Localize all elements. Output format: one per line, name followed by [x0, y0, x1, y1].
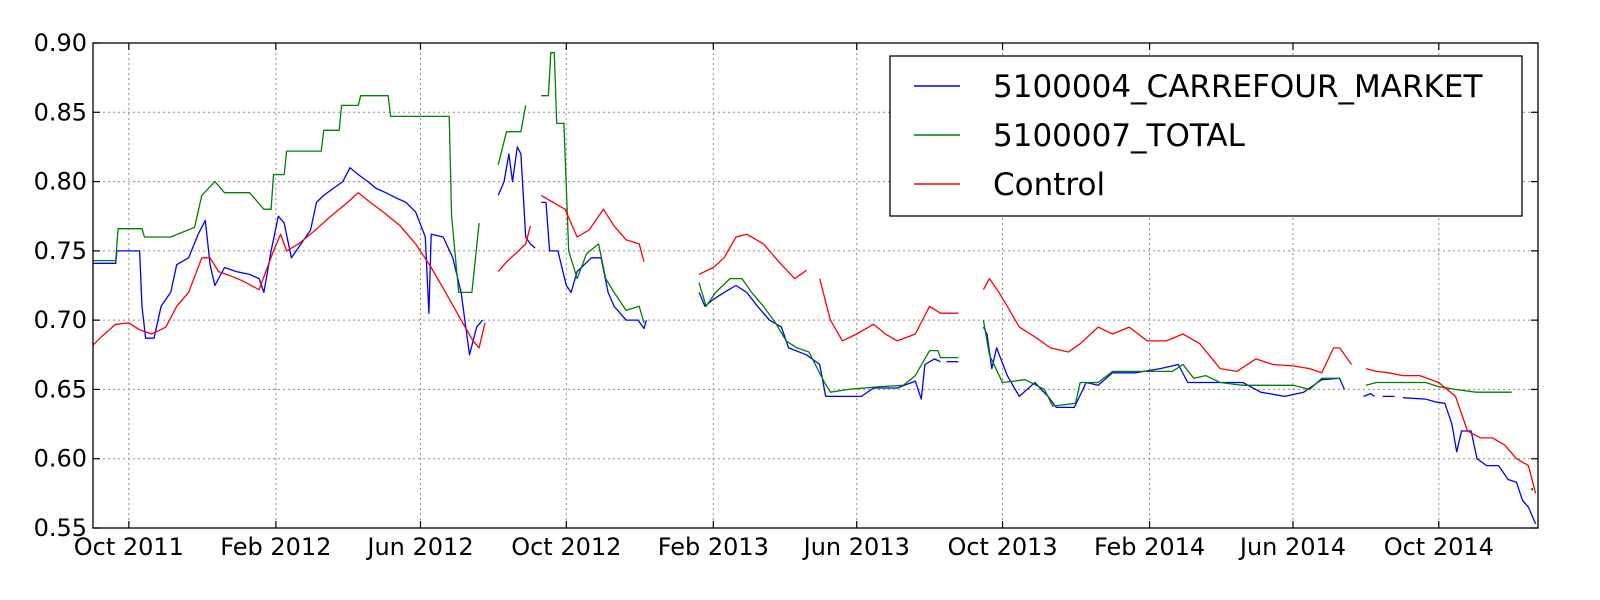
x-axis: Oct 2011 Feb 2012 Jun 2012 Oct 2012 Feb 2013…: [74, 43, 1494, 561]
series-line-segment: [982, 326, 1345, 409]
series-line-segment: [93, 95, 480, 294]
series-line-segment: [819, 278, 959, 342]
series-line-segment: [982, 277, 1353, 374]
series-line-segment: [93, 192, 486, 349]
series-line-segment: [541, 201, 648, 330]
series-line-segment: [497, 225, 532, 273]
y-tick-label: 0.65: [34, 375, 87, 403]
x-tick-label: Feb 2012: [220, 533, 331, 561]
x-tick-label: Jun 2012: [365, 533, 473, 561]
x-tick-label: Feb 2014: [1094, 533, 1205, 561]
legend-label: 5100007_TOTAL: [993, 118, 1246, 154]
x-tick-label: Feb 2013: [658, 533, 769, 561]
x-tick-label: Oct 2012: [511, 533, 621, 561]
series-line-segment: [982, 319, 1340, 407]
series-line-segment: [497, 105, 527, 166]
legend-label: 5100004_CARREFOUR_MARKET: [993, 69, 1483, 105]
y-tick-label: 0.80: [34, 168, 87, 196]
series-point: [1530, 488, 1534, 491]
legend: 5100004_CARREFOUR_MARKET 5100007_TOTAL Con…: [889, 55, 1523, 217]
x-tick-label: Oct 2011: [74, 533, 184, 561]
y-tick-label: 0.90: [34, 29, 87, 57]
series-line-segment: [698, 233, 807, 280]
y-tick-label: 0.60: [34, 445, 87, 473]
plot-frame: [92, 42, 1539, 529]
legend-label: Control: [993, 167, 1105, 203]
series-lines: [93, 52, 1537, 525]
series-line-segment: [541, 52, 645, 324]
plot-area: [93, 52, 1537, 525]
series-3: [93, 192, 1537, 494]
x-tick-label: Jun 2013: [802, 533, 910, 561]
series-line-segment: [540, 194, 645, 263]
legend-box: [889, 55, 1523, 217]
series-line-segment: [1365, 367, 1537, 494]
series-line-segment: [93, 167, 484, 356]
y-tick-label: 0.55: [34, 514, 87, 542]
y-axis: 0.55 0.60 0.65 0.70 0.75 0.80 0.85 0.90: [34, 29, 1538, 542]
series-line-segment: [1363, 392, 1375, 398]
y-tick-label: 0.70: [34, 306, 87, 334]
x-tick-label: Oct 2014: [1384, 533, 1494, 561]
x-tick-label: Jun 2014: [1238, 533, 1346, 561]
series-2: [93, 52, 1534, 491]
series-line-segment: [1402, 397, 1537, 525]
y-tick-label: 0.85: [34, 98, 87, 126]
y-tick-label: 0.75: [34, 237, 87, 265]
series-line-segment: [698, 277, 959, 393]
x-tick-label: Oct 2013: [947, 533, 1057, 561]
series-line-segment: [1365, 381, 1512, 393]
series-line-segment: [497, 146, 536, 249]
